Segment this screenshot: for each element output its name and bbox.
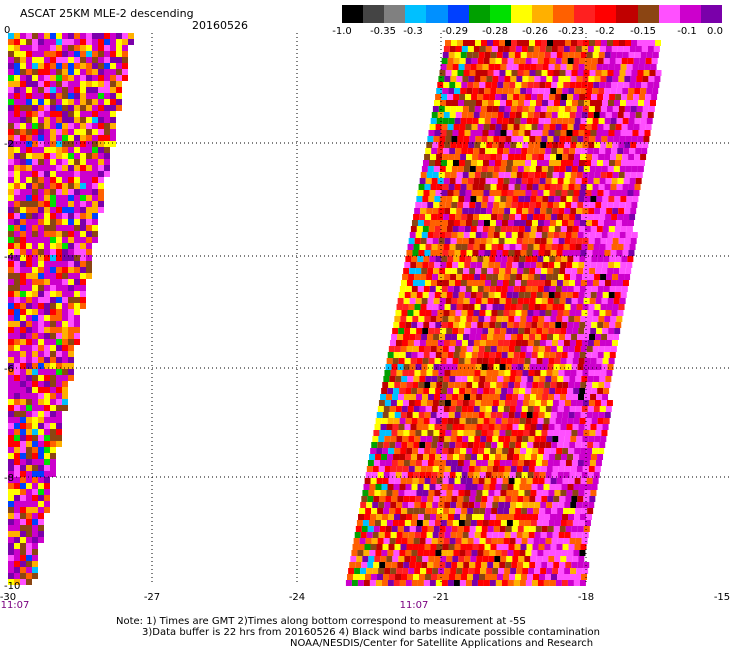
color-swatch	[531, 5, 554, 23]
swath-cells	[8, 33, 662, 586]
color-tick-label: -0.15	[630, 26, 656, 37]
footer-credit: NOAA/NESDIS/Center for Satellite Applica…	[290, 638, 594, 649]
color-swatch	[489, 5, 511, 23]
footer-note-2: 3)Data buffer is 22 hrs from 20160526 4)…	[142, 627, 600, 638]
color-swatch	[616, 5, 638, 23]
x-tick-label: -27	[144, 592, 160, 603]
y-tick-label: 0	[4, 25, 10, 36]
y-tick-label: -10	[4, 581, 20, 592]
color-swatch	[553, 5, 575, 23]
color-tick-label: -0.1	[677, 26, 697, 37]
x-tick-label: -15	[714, 592, 730, 603]
color-scale-bar	[342, 5, 722, 23]
x-tick-label: -21	[433, 592, 449, 603]
x-tick-label: -24	[289, 592, 305, 603]
color-swatch	[510, 5, 532, 23]
time-label: 11:07	[400, 600, 429, 611]
color-tick-label: -0.26	[522, 26, 548, 37]
color-swatch	[595, 5, 617, 23]
color-swatch	[637, 5, 659, 23]
y-tick-label: -6	[4, 364, 14, 375]
color-tick-label: -0.23	[558, 26, 584, 37]
color-swatch	[700, 5, 722, 23]
color-swatch	[574, 5, 596, 23]
color-swatch	[468, 5, 490, 23]
color-tick-label: -1.0	[332, 26, 352, 37]
color-tick-label: 0.0	[707, 26, 723, 37]
footer-note-1: Note: 1) Times are GMT 2)Times along bot…	[116, 616, 526, 627]
x-tick-label: -18	[578, 592, 594, 603]
color-tick-label: -0.35	[370, 26, 396, 37]
color-swatch	[405, 5, 427, 23]
color-tick-label: -0.3	[403, 26, 423, 37]
map-date: 20160526	[192, 19, 248, 32]
color-swatch	[342, 5, 364, 23]
color-swatch	[658, 5, 680, 23]
color-swatch	[363, 5, 385, 23]
color-tick-label: -0.2	[595, 26, 615, 37]
graticule	[8, 33, 730, 585]
color-swatch	[679, 5, 701, 23]
color-tick-label: -0.29	[442, 26, 468, 37]
time-label: 11:07	[1, 600, 30, 611]
color-tick-label: -0.28	[482, 26, 508, 37]
color-swatch	[447, 5, 469, 23]
color-swatch	[426, 5, 448, 23]
y-tick-label: -8	[4, 473, 14, 484]
y-tick-label: -2	[4, 139, 14, 150]
x-tick-label: -30	[0, 592, 16, 603]
y-tick-label: -4	[4, 252, 14, 263]
map-title: ASCAT 25KM MLE-2 descending	[20, 7, 194, 20]
color-swatch	[384, 5, 406, 23]
